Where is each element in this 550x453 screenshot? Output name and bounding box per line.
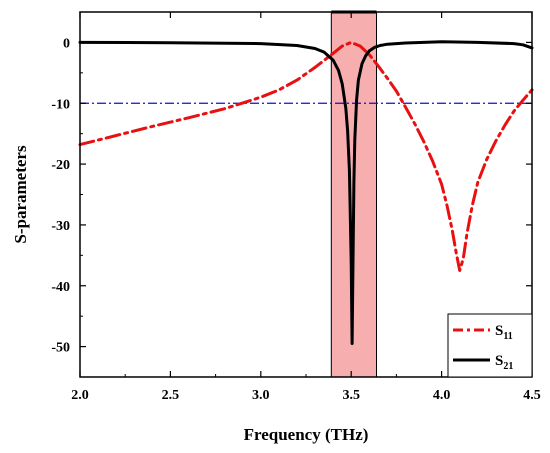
legend-label-s11: S11 (495, 323, 513, 342)
y-tick-label: -10 (51, 97, 70, 112)
y-tick-label: -30 (51, 219, 70, 234)
series-line-s11 (78, 40, 534, 272)
legend-label-s21-main: S (495, 353, 503, 369)
y-tick-label: -20 (51, 158, 70, 173)
y-tick-label: -40 (51, 280, 70, 295)
y-axis-title: S-parameters (11, 145, 30, 244)
legend-label-s11-main: S (495, 323, 503, 339)
x-tick-label: 2.0 (71, 388, 89, 403)
legend-label-s21: S21 (495, 353, 513, 372)
legend: S11 S21 (447, 313, 533, 378)
x-tick-label: 4.0 (433, 388, 451, 403)
legend-label-s21-sub: 21 (503, 361, 513, 372)
series-line-s21 (78, 40, 534, 345)
legend-label-s11-sub: 11 (503, 331, 512, 342)
y-tick-label: 0 (63, 36, 70, 51)
x-tick-label: 3.5 (342, 388, 360, 403)
legend-box (447, 313, 533, 378)
y-tick-label: -50 (51, 341, 70, 356)
x-axis-title: Frequency (THz) (244, 425, 369, 444)
x-tick-label: 3.0 (252, 388, 270, 403)
series-layer (78, 40, 534, 345)
x-tick-label: 4.5 (523, 388, 541, 403)
tick-layer: 2.0 2.5 3.0 3.5 4.0 4.5 0 -10 -20 -30 -40 -50 (51, 12, 541, 403)
x-tick-label: 2.5 (162, 388, 180, 403)
